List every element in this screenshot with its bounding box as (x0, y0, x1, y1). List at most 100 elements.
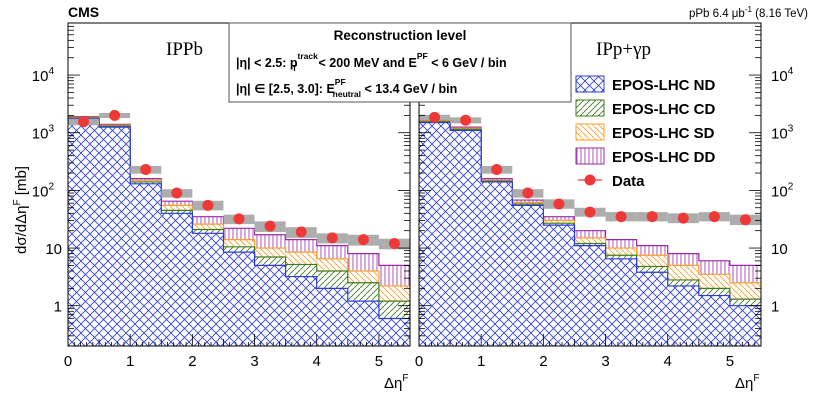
legend-swatch (575, 147, 605, 165)
selection-line-2: |η| ∈ [2.5, 3.0]: EPF neutral < 13.4 GeV … (236, 77, 457, 99)
hist-bin-nd (450, 130, 482, 346)
hist-bin-nd (223, 252, 255, 346)
hist-bin-nd (347, 301, 379, 346)
legend-swatch (575, 75, 605, 93)
x-tick-label: 3 (250, 353, 258, 370)
selection-box: Reconstruction level |η| < 2.5: ptrack T … (228, 22, 572, 103)
hist-bin-nd (192, 233, 224, 346)
hist-bin-nd (285, 276, 317, 346)
legend-swatch (575, 99, 605, 117)
hist-bin-nd (419, 122, 451, 346)
x-tick-label: 1 (477, 353, 485, 370)
panel-label-ippb: IPPb (166, 39, 203, 60)
legend: EPOS-LHC ND EPOS-LHC CD EPOS-LHC SD EPOS-LH… (575, 75, 716, 190)
series-nd (419, 121, 761, 346)
y-tick-label: 104 (32, 66, 55, 85)
x-tick-label: 0 (64, 353, 72, 370)
hist-bin-nd (636, 272, 668, 346)
x-tick-label: 0 (415, 353, 423, 370)
legend-label: Data (612, 173, 645, 190)
x-tick-label: 1 (126, 353, 134, 370)
hist-bin-nd (161, 213, 193, 346)
data-point (295, 226, 307, 238)
y-tick-label: 103 (32, 124, 55, 143)
y-tick-label: 1 (54, 299, 62, 316)
hist-bin-nd (605, 258, 637, 346)
hist-bin-nd (574, 245, 606, 346)
data-point (460, 114, 472, 126)
legend-label: EPOS-LHC DD (612, 149, 716, 166)
x-tick-label: 2 (539, 353, 547, 370)
y-tick-label: 102 (771, 181, 794, 200)
data-point (429, 111, 441, 123)
hist-bin-nd (729, 305, 761, 346)
data-point (326, 232, 338, 244)
x-tick-label: 5 (375, 353, 383, 370)
selection-title: Reconstruction level (334, 28, 467, 43)
hist-bin-nd (698, 295, 730, 346)
y-tick-label: 1 (771, 299, 779, 316)
hist-bin-nd (254, 265, 286, 346)
data-point (357, 234, 369, 246)
hist-bin-nd (68, 118, 100, 346)
data-point (171, 187, 183, 199)
legend-label: EPOS-LHC SD (612, 125, 715, 142)
hist-bin-nd (99, 127, 131, 346)
y-tick-label: 10 (771, 241, 788, 258)
legend-swatch (575, 123, 605, 141)
x-tick-label: 4 (313, 353, 321, 370)
data-point (615, 211, 627, 223)
plot-frame (418, 22, 762, 347)
y-tick-label: 102 (32, 181, 55, 200)
data-point (233, 213, 245, 225)
hist-bin-nd (130, 183, 162, 346)
legend-label: EPOS-LHC ND (612, 77, 716, 94)
data-point (202, 199, 214, 211)
hist-bin-nd (667, 285, 699, 346)
hist-outline-nd (68, 118, 410, 320)
data-point (584, 206, 596, 218)
y-tick-label: 10 (45, 241, 62, 258)
panel-label-ipp-gammap: IPp+γp (596, 39, 651, 60)
run-info: pPb 6.4 μb-1 (8.16 TeV) (689, 5, 808, 20)
data-point (708, 211, 720, 223)
hist-bin-nd (481, 181, 513, 346)
legend-item-cd: EPOS-LHC CD (575, 99, 716, 118)
data-point (646, 211, 658, 223)
data-point (522, 187, 534, 199)
series-data (419, 111, 761, 226)
series-data (68, 109, 410, 250)
data-point (553, 198, 565, 210)
data-point (677, 212, 689, 224)
x-axis-title: ΔηF (384, 373, 408, 392)
hist-bin-nd (512, 205, 544, 346)
y-axis-title: dσ/dΔηF [mb] (12, 166, 30, 254)
x-tick-label: 2 (188, 353, 196, 370)
x-axis-title: ΔηF (735, 373, 759, 392)
data-point (140, 164, 152, 176)
data-point (388, 237, 400, 249)
data-point (739, 214, 751, 226)
data-point (109, 109, 121, 121)
legend-item-dd: EPOS-LHC DD (575, 147, 716, 166)
legend-item-nd: EPOS-LHC ND (575, 75, 716, 94)
y-axis: 1 10 102 103 104 (419, 22, 794, 347)
experiment-label: CMS (68, 4, 99, 20)
y-tick-label: 104 (771, 66, 794, 85)
y-tick-label: 103 (771, 124, 794, 143)
hist-bin-nd (316, 288, 348, 346)
data-point (264, 220, 276, 232)
x-tick-label: 5 (726, 353, 734, 370)
legend-item-sd: EPOS-LHC SD (575, 123, 715, 142)
data-point (78, 116, 90, 128)
legend-label: EPOS-LHC CD (612, 101, 716, 118)
data-point (491, 164, 503, 176)
selection-line-1: |η| < 2.5: ptrack T < 200 MeV and EPF < 6… (236, 51, 507, 73)
hist-outline-nd (419, 121, 761, 307)
x-tick-label: 3 (601, 353, 609, 370)
x-tick-label: 4 (664, 353, 672, 370)
